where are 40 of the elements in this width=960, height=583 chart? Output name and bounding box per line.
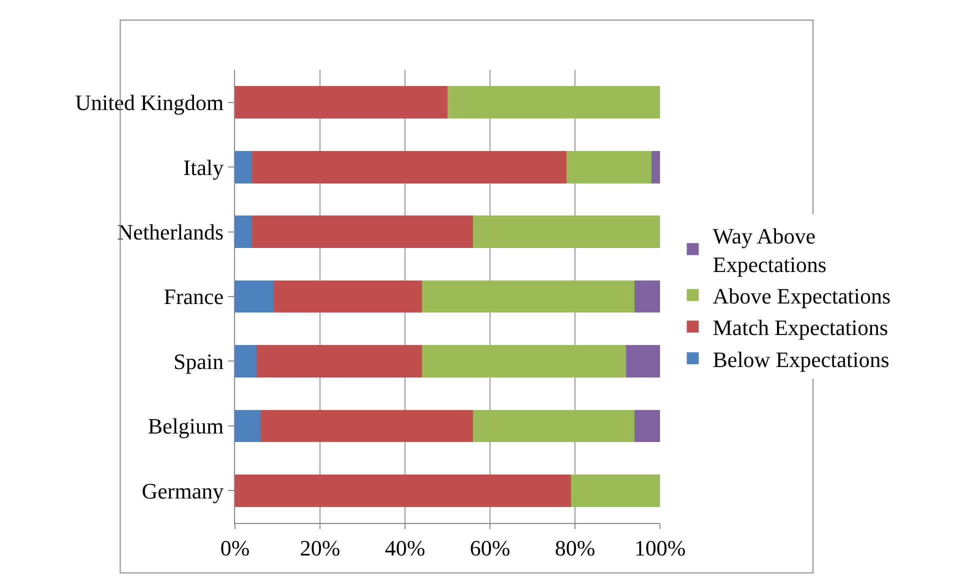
legend-label: Above Expectations — [712, 284, 891, 309]
y-tick-label: Italy — [183, 154, 224, 180]
bar — [570, 474, 660, 507]
bar — [634, 410, 660, 442]
x-tick-label: 60% — [470, 535, 510, 560]
bar — [448, 86, 660, 119]
legend-label: Below Expectations — [712, 346, 890, 372]
bar — [634, 280, 660, 313]
y-tick-label: France — [164, 284, 224, 310]
y-tick-label: Germany — [142, 478, 224, 504]
bar — [626, 345, 660, 378]
bar — [235, 150, 252, 184]
bar — [252, 216, 473, 248]
x-tick-label: 100% — [634, 535, 686, 560]
bar — [260, 410, 473, 442]
bar — [235, 216, 252, 248]
bar — [235, 410, 260, 442]
bar — [473, 216, 660, 248]
x-tick-label: 80% — [554, 535, 596, 560]
bar — [235, 86, 448, 119]
bar — [652, 150, 660, 184]
y-tick-label: Belgium — [148, 414, 224, 439]
y-tick-label: Netherlands — [117, 219, 224, 244]
legend-label: Match Expectations — [712, 315, 888, 340]
y-tick-label: United Kingdom — [75, 90, 224, 116]
y-tick-label: Spain — [173, 348, 224, 374]
bar — [422, 345, 626, 378]
bar — [473, 410, 634, 442]
x-tick-label: 0% — [220, 535, 250, 560]
bar — [235, 474, 571, 507]
legend-label: Way Above Expectations — [712, 223, 826, 277]
bar — [252, 150, 566, 184]
bar — [235, 280, 274, 313]
bar — [422, 280, 634, 313]
bar — [235, 345, 256, 378]
x-tick-label: 20% — [300, 535, 340, 560]
bar — [566, 150, 652, 184]
bar — [256, 345, 422, 378]
bar — [273, 280, 422, 313]
x-tick-label: 40% — [384, 535, 426, 560]
